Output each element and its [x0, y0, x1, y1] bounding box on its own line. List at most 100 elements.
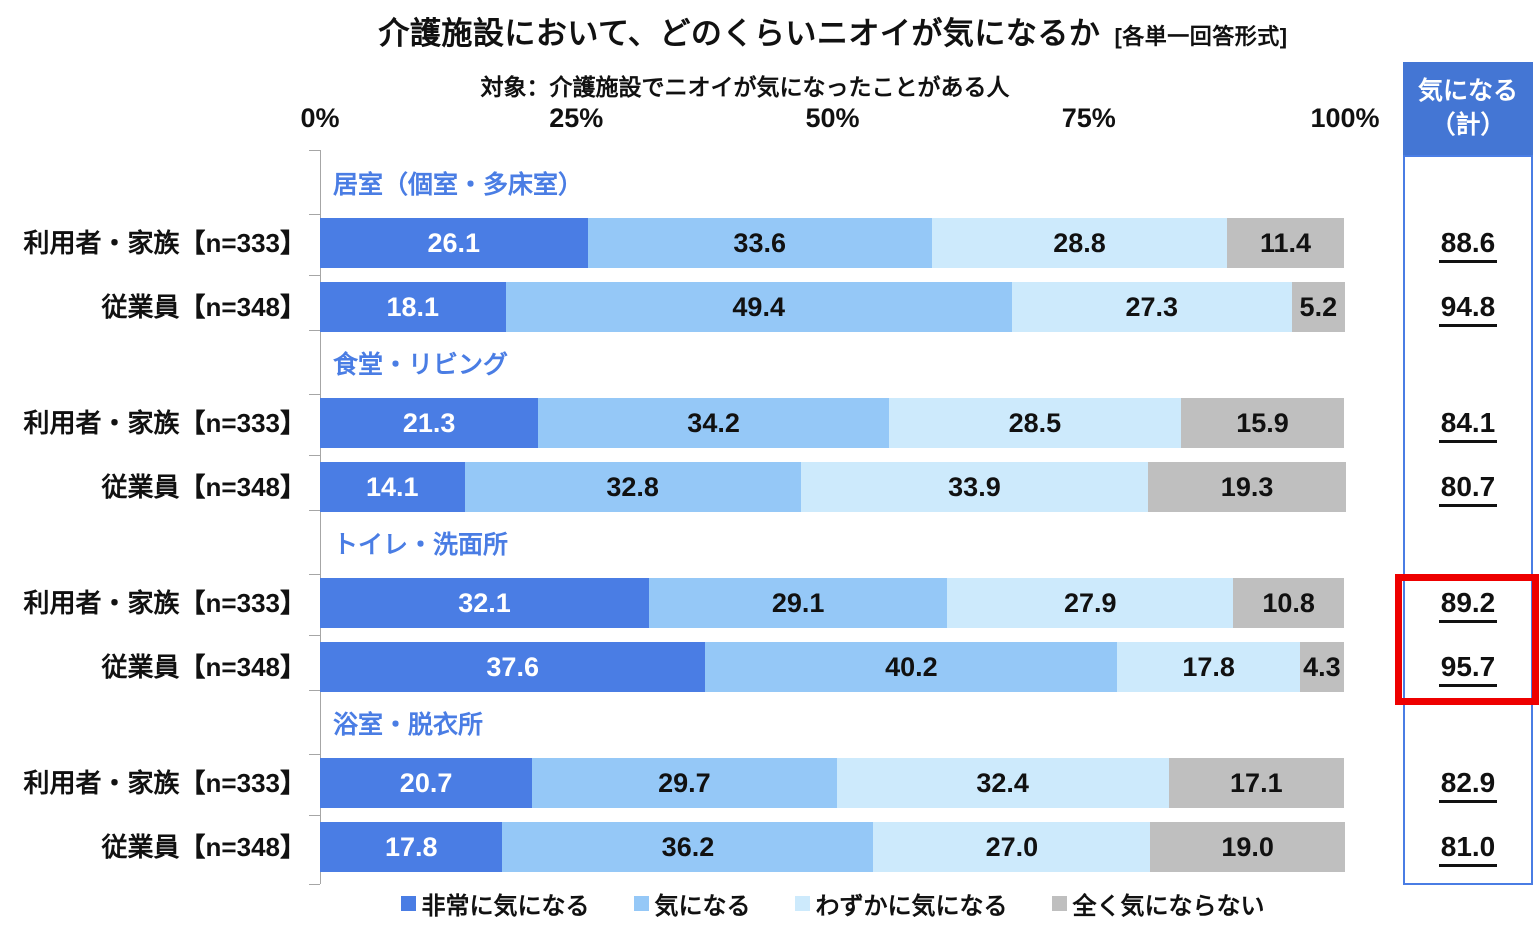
bar-segment-1: 17.8 — [320, 822, 503, 872]
bar-value: 11.4 — [1259, 227, 1312, 258]
total-value-text: 94.8 — [1438, 291, 1498, 328]
bar-segment-4: 10.8 — [1233, 578, 1344, 628]
bar-segment-1: 26.1 — [320, 218, 588, 268]
bar-row: 37.6 40.2 17.8 4.3 — [320, 642, 1344, 692]
total-value-text: 88.6 — [1438, 227, 1498, 264]
bar-segment-2: 33.6 — [587, 218, 932, 268]
bar-value: 32.1 — [458, 587, 511, 618]
y-axis-tick — [309, 150, 320, 151]
bar-segment-3: 17.8 — [1117, 642, 1300, 692]
bar-value: 19.0 — [1221, 831, 1274, 862]
total-value: 89.2 — [1407, 578, 1529, 628]
legend-item: 非常に気になる — [400, 886, 590, 921]
total-value-text: 80.7 — [1438, 471, 1498, 508]
bar-value: 32.4 — [976, 767, 1029, 798]
total-value: 94.8 — [1407, 282, 1529, 332]
bar-value: 5.2 — [1299, 291, 1338, 322]
legend-swatch-icon — [1051, 896, 1067, 911]
bar-segment-4: 4.3 — [1299, 642, 1344, 692]
bar-value: 27.9 — [1063, 587, 1117, 618]
bar-row: 32.1 29.1 27.9 10.8 — [320, 578, 1344, 628]
bar-value: 27.0 — [985, 831, 1039, 862]
bar-segment-4: 15.9 — [1180, 398, 1344, 448]
total-value: 84.1 — [1407, 398, 1529, 448]
bar-value: 28.8 — [1053, 227, 1106, 258]
page-title: 介護施設において、どのくらいニオイが気になるか [各単一回答形式] — [378, 8, 1287, 53]
bar-segment-3: 33.9 — [800, 462, 1149, 512]
y-axis-tick — [309, 330, 320, 331]
y-axis-tick — [309, 635, 320, 636]
bar-segment-2: 29.1 — [649, 578, 948, 628]
total-value-text: 95.7 — [1438, 651, 1498, 688]
y-axis-line — [320, 150, 321, 884]
legend-swatch-icon — [633, 896, 649, 911]
bar-segment-3: 27.3 — [1011, 282, 1292, 332]
y-axis-tick — [309, 884, 320, 885]
bar-value: 17.8 — [1182, 651, 1235, 682]
y-axis-tick — [309, 455, 320, 456]
legend-label: 全く気にならない — [1072, 893, 1265, 920]
bar-segment-1: 37.6 — [320, 642, 706, 692]
row-label: 従業員【n=348】 — [101, 652, 306, 682]
legend-label: 非常に気になる — [421, 893, 590, 920]
bar-segment-2: 36.2 — [502, 822, 874, 872]
legend-swatch-icon — [794, 896, 810, 911]
summary-header-line1: 気になる — [1417, 76, 1518, 105]
bar-value: 18.1 — [386, 291, 440, 322]
bar-value: 33.9 — [948, 471, 1001, 502]
y-axis-tick — [309, 275, 320, 276]
bar-value: 37.6 — [486, 651, 539, 682]
bar-row: 20.7 29.7 32.4 17.1 — [320, 758, 1344, 808]
bar-value: 19.3 — [1220, 471, 1274, 502]
total-value-text: 84.1 — [1438, 407, 1498, 444]
y-axis-tick — [309, 214, 320, 215]
bar-segment-2: 49.4 — [505, 282, 1012, 332]
row-label: 従業員【n=348】 — [101, 292, 306, 322]
legend-item: わずかに気になる — [794, 886, 1008, 921]
group-label: 浴室・脱衣所 — [333, 711, 484, 739]
bar-segment-3: 28.8 — [931, 218, 1228, 268]
bar-value: 29.1 — [771, 587, 825, 618]
bar-segment-2: 40.2 — [705, 642, 1118, 692]
bar-value: 33.6 — [733, 227, 786, 258]
legend-label: わずかに気になる — [815, 893, 1008, 920]
y-axis-tick — [309, 510, 320, 511]
x-axis-tick-label: 25% — [549, 103, 604, 133]
bar-segment-1: 20.7 — [320, 758, 533, 808]
bar-value: 20.7 — [399, 767, 453, 798]
x-axis-tick-label: 100% — [1310, 103, 1380, 133]
total-value: 82.9 — [1407, 758, 1529, 808]
page-title-main: 介護施設において、どのくらいニオイが気になるか — [378, 16, 1101, 51]
bar-segment-3: 32.4 — [836, 758, 1169, 808]
bar-value: 17.1 — [1230, 767, 1283, 798]
legend-swatch-icon — [400, 896, 416, 911]
bar-row: 18.1 49.4 27.3 5.2 — [320, 282, 1345, 332]
bar-value: 26.1 — [427, 227, 481, 258]
bar-value: 4.3 — [1303, 651, 1341, 682]
row-label: 利用者・家族【n=333】 — [23, 588, 306, 618]
x-axis-tick-label: 0% — [300, 103, 340, 133]
bar-row: 17.8 36.2 27.0 19.0 — [320, 822, 1345, 872]
y-axis-tick — [309, 574, 320, 575]
legend-item: 気になる — [633, 886, 751, 921]
total-value: 88.6 — [1407, 218, 1529, 268]
legend-item: 全く気にならない — [1051, 886, 1265, 921]
bar-segment-1: 21.3 — [320, 398, 539, 448]
bar-value: 34.2 — [687, 407, 740, 438]
total-value-text: 81.0 — [1438, 831, 1498, 868]
bar-value: 10.8 — [1262, 587, 1315, 618]
total-value: 81.0 — [1407, 822, 1529, 872]
bar-value: 27.3 — [1125, 291, 1179, 322]
bar-value: 17.8 — [384, 831, 438, 862]
legend-label: 気になる — [654, 893, 751, 920]
bar-value: 14.1 — [365, 471, 419, 502]
group-label: 食堂・リビング — [333, 351, 509, 379]
bar-value: 40.2 — [885, 651, 938, 682]
bar-value: 32.8 — [606, 471, 659, 502]
bar-segment-1: 14.1 — [320, 462, 465, 512]
bar-value: 36.2 — [661, 831, 715, 862]
bar-value: 28.5 — [1008, 407, 1062, 438]
total-value-text: 82.9 — [1438, 767, 1498, 804]
bar-value: 21.3 — [402, 407, 456, 438]
bar-segment-3: 27.9 — [947, 578, 1234, 628]
